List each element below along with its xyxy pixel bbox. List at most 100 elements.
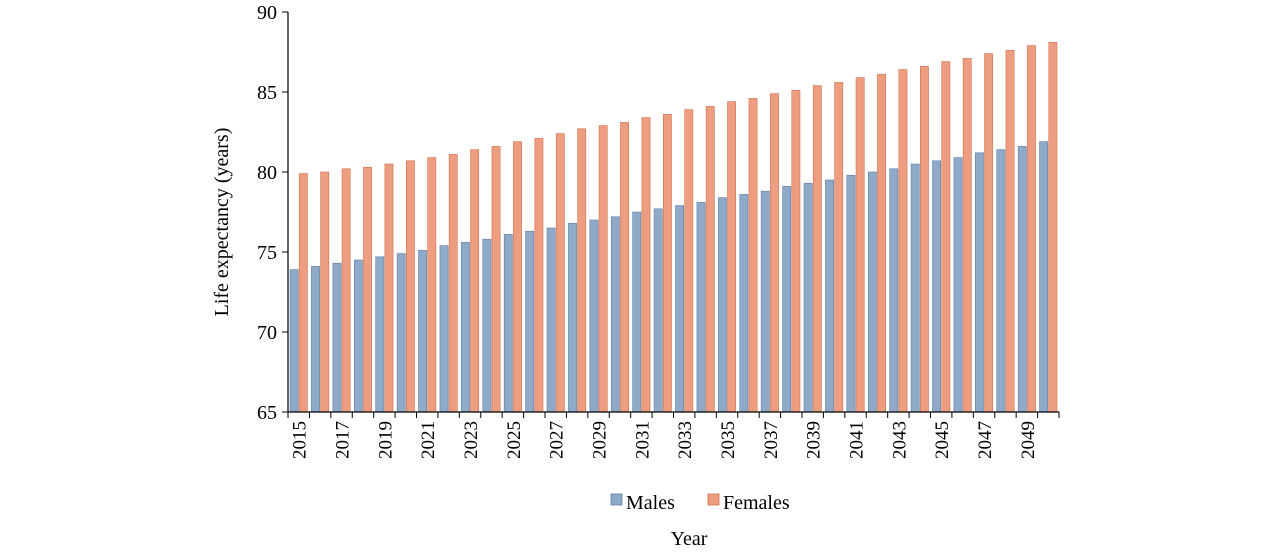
bar-males-2025 <box>503 234 513 413</box>
bars-layer <box>289 42 1058 413</box>
bar-males-2019 <box>375 256 385 413</box>
bar-females-2038 <box>791 90 801 413</box>
bar-females-2015 <box>298 173 308 413</box>
bar-females-2037 <box>770 93 779 413</box>
y-tick-label-65: 65 <box>257 402 277 424</box>
bar-males-2034 <box>696 202 706 413</box>
legend-label-males: Males <box>626 492 675 514</box>
bar-females-2034 <box>705 106 715 413</box>
bar-males-2038 <box>782 186 792 413</box>
bar-females-2043 <box>898 69 908 413</box>
bar-females-2026 <box>534 138 544 413</box>
bar-males-2023 <box>461 242 470 413</box>
legend: Males Females <box>610 492 790 514</box>
bar-males-2022 <box>439 245 449 413</box>
bar-males-2027 <box>546 227 556 413</box>
bar-males-2050 <box>1039 141 1049 413</box>
bar-females-2024 <box>491 146 501 413</box>
bar-males-2044 <box>910 163 920 413</box>
bar-females-2042 <box>877 74 886 413</box>
bar-males-2020 <box>396 253 406 413</box>
x-tick-label-2043: 2043 <box>889 421 910 459</box>
bar-males-2015 <box>289 269 299 413</box>
x-tick-label-2017: 2017 <box>333 421 354 459</box>
y-tick-label-90: 90 <box>257 2 277 24</box>
bar-males-2047 <box>975 152 984 413</box>
bar-males-2031 <box>632 211 642 413</box>
bar-females-2018 <box>363 166 372 413</box>
bar-males-2035 <box>718 197 727 413</box>
bar-males-2032 <box>653 208 663 413</box>
legend-label-females: Females <box>723 492 790 514</box>
bar-males-2037 <box>760 190 770 413</box>
bar-females-2047 <box>984 53 994 413</box>
bar-females-2025 <box>513 141 522 413</box>
bar-females-2017 <box>341 168 351 413</box>
x-tick-label-2033: 2033 <box>675 421 696 459</box>
bar-males-2045 <box>932 160 942 413</box>
bar-females-2027 <box>555 133 565 413</box>
bar-males-2040 <box>825 179 834 413</box>
x-tick-label-2027: 2027 <box>547 421 568 459</box>
bar-males-2043 <box>889 168 899 413</box>
bar-females-2046 <box>962 58 972 413</box>
bar-males-2039 <box>803 182 813 413</box>
x-tick-label-2025: 2025 <box>504 421 525 459</box>
labels-layer: Life expectancy (years) Year <box>211 128 708 550</box>
bar-females-2036 <box>748 98 758 413</box>
bar-males-2042 <box>867 171 877 413</box>
bar-females-2049 <box>1027 45 1036 413</box>
bar-females-2028 <box>577 128 587 413</box>
bar-females-2030 <box>620 122 629 413</box>
legend-swatch-females <box>707 493 720 506</box>
x-tick-label-2035: 2035 <box>718 421 739 459</box>
bar-females-2050 <box>1048 42 1058 413</box>
y-tick-label-70: 70 <box>257 322 277 344</box>
bar-males-2024 <box>482 238 492 413</box>
bar-males-2026 <box>525 230 535 413</box>
x-tick-label-2019: 2019 <box>375 421 396 459</box>
bar-males-2017 <box>332 262 342 413</box>
bar-males-2029 <box>589 219 599 413</box>
bar-females-2021 <box>427 157 437 413</box>
legend-swatch-males <box>610 493 623 506</box>
bar-males-2036 <box>739 194 749 413</box>
bar-females-2029 <box>598 125 608 413</box>
x-axis-title: Year <box>671 528 708 550</box>
bar-males-2018 <box>353 259 363 413</box>
bar-females-2023 <box>470 149 480 413</box>
bar-females-2044 <box>919 66 929 413</box>
y-tick-label-75: 75 <box>257 242 277 264</box>
x-tick-label-2049: 2049 <box>1018 421 1039 459</box>
x-tick-label-2041: 2041 <box>847 421 868 459</box>
x-tick-label-2021: 2021 <box>418 421 439 459</box>
bar-males-2033 <box>675 205 685 413</box>
bar-females-2035 <box>727 101 737 413</box>
bar-males-2021 <box>418 250 428 413</box>
bar-females-2033 <box>684 109 694 413</box>
bar-males-2041 <box>846 174 856 413</box>
bar-females-2022 <box>448 154 458 413</box>
bar-males-2048 <box>996 149 1006 413</box>
y-axis-title: Life expectancy (years) <box>211 128 233 317</box>
x-tick-label-2039: 2039 <box>804 421 825 459</box>
y-tick-label-85: 85 <box>257 82 277 104</box>
y-tick-label-80: 80 <box>257 162 277 184</box>
x-tick-label-2023: 2023 <box>461 421 482 459</box>
bar-females-2040 <box>834 82 844 413</box>
x-tick-label-2047: 2047 <box>975 421 996 459</box>
bar-females-2020 <box>405 160 415 413</box>
bar-males-2049 <box>1017 146 1027 413</box>
bar-females-2039 <box>812 85 822 413</box>
bar-females-2016 <box>320 171 330 413</box>
bar-females-2045 <box>941 61 951 413</box>
bar-females-2031 <box>641 117 651 413</box>
axes-layer: 65 70 75 80 85 90 2015 2017 2019 2021 2023 2025 2027… <box>257 2 1060 459</box>
x-tick-label-2031: 2031 <box>632 421 653 459</box>
bar-males-2028 <box>568 222 577 413</box>
bar-females-2019 <box>384 163 394 413</box>
x-tick-label-2015: 2015 <box>290 421 311 459</box>
bar-females-2041 <box>855 77 865 413</box>
